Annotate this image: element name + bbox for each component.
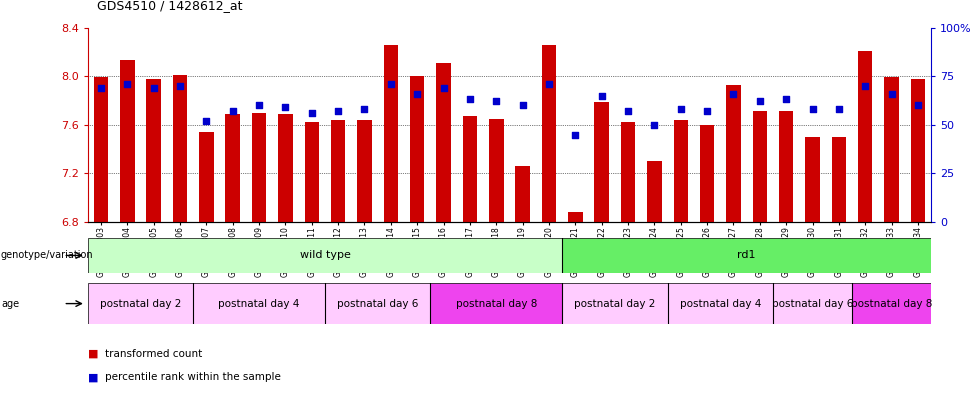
Point — [752, 98, 767, 105]
Bar — [146, 79, 161, 222]
Bar — [357, 120, 371, 222]
Bar — [911, 79, 925, 222]
Bar — [516, 166, 529, 222]
Point — [410, 90, 425, 97]
Bar — [120, 61, 135, 222]
Point — [725, 90, 741, 97]
Bar — [779, 111, 794, 222]
Text: postnatal day 4: postnatal day 4 — [218, 299, 299, 309]
Point — [357, 106, 372, 112]
Bar — [430, 283, 563, 324]
Bar — [773, 283, 852, 324]
Bar — [700, 125, 715, 222]
Text: rd1: rd1 — [737, 250, 756, 261]
Bar — [88, 283, 193, 324]
Bar — [94, 77, 108, 222]
Point — [252, 102, 267, 108]
Bar — [563, 283, 668, 324]
Bar — [383, 44, 398, 222]
Point — [778, 96, 794, 103]
Bar — [88, 238, 563, 273]
Bar — [674, 120, 688, 222]
Point — [462, 96, 478, 103]
Bar — [726, 84, 741, 222]
Bar — [884, 77, 899, 222]
Text: genotype/variation: genotype/variation — [1, 250, 94, 261]
Text: postnatal day 6: postnatal day 6 — [337, 299, 418, 309]
Text: ■: ■ — [88, 349, 101, 359]
Bar — [832, 137, 846, 222]
Text: postnatal day 8: postnatal day 8 — [851, 299, 932, 309]
Point — [304, 110, 320, 116]
Text: postnatal day 2: postnatal day 2 — [574, 299, 655, 309]
Bar — [410, 76, 424, 222]
Bar — [331, 120, 345, 222]
Bar — [805, 137, 820, 222]
Point — [804, 106, 820, 112]
Bar — [436, 63, 450, 222]
Text: postnatal day 6: postnatal day 6 — [772, 299, 853, 309]
Point — [910, 102, 925, 108]
Point — [594, 92, 609, 99]
Point — [567, 131, 583, 138]
Point — [646, 122, 662, 128]
Text: age: age — [1, 299, 20, 309]
Text: postnatal day 4: postnatal day 4 — [680, 299, 760, 309]
Point — [331, 108, 346, 114]
Point — [225, 108, 241, 114]
Bar — [568, 212, 583, 222]
Point — [94, 84, 109, 91]
Text: wild type: wild type — [299, 250, 350, 261]
Point — [199, 118, 214, 124]
Point — [383, 81, 399, 87]
Bar — [325, 283, 430, 324]
Point — [146, 84, 162, 91]
Text: percentile rank within the sample: percentile rank within the sample — [105, 372, 281, 382]
Bar — [278, 114, 292, 222]
Text: GDS4510 / 1428612_at: GDS4510 / 1428612_at — [98, 0, 243, 12]
Bar — [668, 283, 773, 324]
Point — [699, 108, 715, 114]
Text: ■: ■ — [88, 372, 101, 382]
Bar — [858, 51, 873, 222]
Point — [857, 83, 873, 89]
Bar — [647, 161, 662, 222]
Text: postnatal day 2: postnatal day 2 — [99, 299, 181, 309]
Point — [488, 98, 504, 105]
Point — [278, 104, 293, 110]
Bar — [595, 102, 609, 222]
Point — [436, 84, 451, 91]
Bar — [173, 75, 187, 222]
Bar — [193, 283, 325, 324]
Bar — [621, 122, 636, 222]
Text: postnatal day 8: postnatal day 8 — [455, 299, 537, 309]
Point — [515, 102, 530, 108]
Bar — [542, 44, 556, 222]
Point — [673, 106, 688, 112]
Bar — [563, 238, 931, 273]
Bar — [489, 119, 503, 222]
Point — [831, 106, 846, 112]
Text: transformed count: transformed count — [105, 349, 203, 359]
Point — [173, 83, 188, 89]
Bar — [252, 113, 266, 222]
Bar — [463, 116, 477, 222]
Bar — [753, 111, 767, 222]
Bar — [852, 283, 931, 324]
Point — [620, 108, 636, 114]
Point — [883, 90, 899, 97]
Bar — [304, 122, 319, 222]
Bar — [199, 132, 214, 222]
Point — [541, 81, 557, 87]
Bar — [225, 114, 240, 222]
Point — [120, 81, 136, 87]
